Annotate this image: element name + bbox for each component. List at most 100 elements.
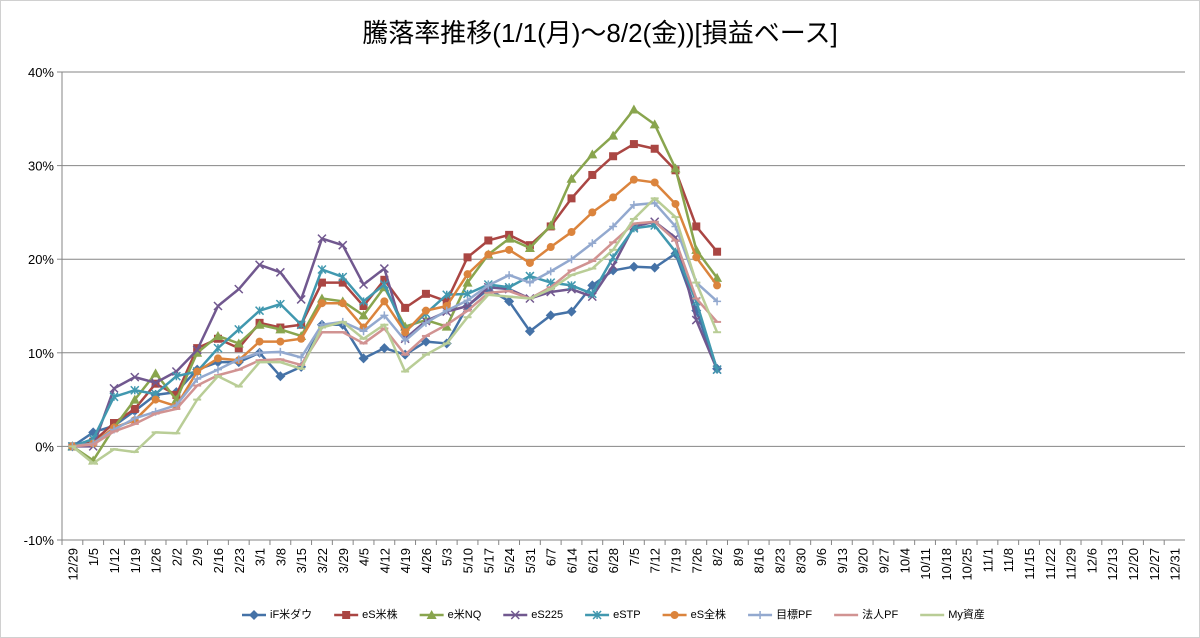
marker [484, 250, 493, 259]
marker [566, 280, 577, 290]
marker [670, 163, 681, 173]
marker [442, 302, 451, 310]
x-tick-label: 4/5 [357, 548, 372, 566]
legend-label: eS米株 [362, 607, 397, 621]
x-tick-label: 8/23 [772, 548, 787, 573]
marker [275, 299, 285, 309]
marker [317, 278, 326, 287]
marker [338, 299, 347, 308]
legend-item: 目標PF [748, 607, 812, 621]
marker [171, 371, 181, 381]
marker [546, 267, 555, 276]
x-tick-label: 1/12 [107, 548, 122, 573]
marker [713, 247, 722, 256]
x-tick-label: 11/29 [1064, 548, 1079, 580]
marker [649, 119, 660, 129]
x-tick-label: 10/18 [939, 548, 954, 581]
marker [692, 222, 701, 231]
marker [297, 353, 306, 362]
x-tick-label: 3/8 [273, 548, 288, 566]
marker [712, 272, 723, 282]
marker [130, 414, 139, 423]
legend-item: eS全株 [662, 607, 726, 621]
x-tick-label: 5/31 [523, 548, 538, 573]
marker [109, 383, 119, 393]
legend-label: 目標PF [776, 607, 812, 621]
x-tick-label: 11/8 [1001, 548, 1016, 572]
legend-item: eS225 [503, 609, 563, 621]
marker [380, 311, 389, 320]
marker [130, 385, 140, 395]
marker [505, 245, 514, 254]
marker [213, 301, 223, 311]
x-tick-label: 12/20 [1126, 548, 1141, 581]
marker [692, 253, 701, 262]
marker [628, 104, 639, 114]
marker [504, 233, 515, 243]
marker [255, 306, 265, 316]
marker [608, 130, 619, 140]
marker [130, 404, 139, 413]
x-tick-label: 2/9 [190, 548, 205, 566]
legend-label: eS225 [531, 609, 563, 621]
marker [649, 262, 660, 273]
marker [233, 338, 244, 348]
legend-item: 法人PF [834, 607, 898, 621]
legend-item: eS米株 [334, 607, 398, 621]
marker [463, 270, 472, 279]
series [68, 199, 722, 451]
x-tick-label: 2/2 [169, 548, 184, 566]
marker [525, 278, 534, 287]
series-line [71, 224, 719, 448]
marker [296, 294, 306, 304]
marker [510, 610, 520, 620]
marker [504, 296, 515, 307]
marker [109, 392, 119, 402]
marker [359, 327, 368, 336]
legend-label: My資産 [948, 608, 985, 621]
marker [650, 178, 659, 187]
x-tick-label: 2/23 [232, 548, 247, 573]
marker [462, 277, 473, 287]
marker [275, 267, 285, 277]
x-tick-label: 10/11 [918, 548, 933, 580]
x-tick-label: 2/16 [211, 548, 226, 573]
marker [587, 289, 597, 299]
marker [588, 239, 597, 248]
marker [234, 344, 243, 353]
y-tick-label: 40% [28, 65, 54, 80]
x-tick-label: 9/6 [814, 548, 829, 566]
x-tick-label: 8/16 [752, 548, 767, 573]
marker [234, 355, 243, 364]
marker [317, 299, 326, 308]
legend-label: 法人PF [862, 607, 898, 621]
marker [756, 611, 765, 619]
marker [379, 279, 389, 290]
x-tick-label: 6/7 [544, 548, 559, 566]
marker [421, 306, 430, 315]
x-tick-label: 12/27 [1147, 548, 1162, 581]
y-tick-label: 0% [35, 439, 54, 454]
marker [609, 152, 618, 161]
marker [505, 271, 514, 280]
marker [213, 343, 223, 353]
marker [254, 319, 265, 329]
y-tick-label: 10% [28, 346, 54, 361]
series-line [72, 220, 719, 448]
marker [338, 272, 348, 282]
marker [592, 610, 602, 620]
x-tick-label: 10/4 [897, 548, 912, 573]
marker [566, 306, 577, 317]
marker [628, 261, 639, 272]
marker [276, 337, 285, 346]
x-tick-label: 10/25 [960, 548, 975, 581]
marker [567, 194, 576, 203]
x-tick-label: 8/30 [793, 548, 808, 573]
x-tick-label: 3/22 [315, 548, 330, 573]
marker [484, 236, 493, 245]
x-tick-label: 8/2 [710, 548, 725, 566]
series [68, 197, 722, 465]
marker [629, 200, 638, 209]
y-tick-label: -10% [24, 533, 55, 548]
